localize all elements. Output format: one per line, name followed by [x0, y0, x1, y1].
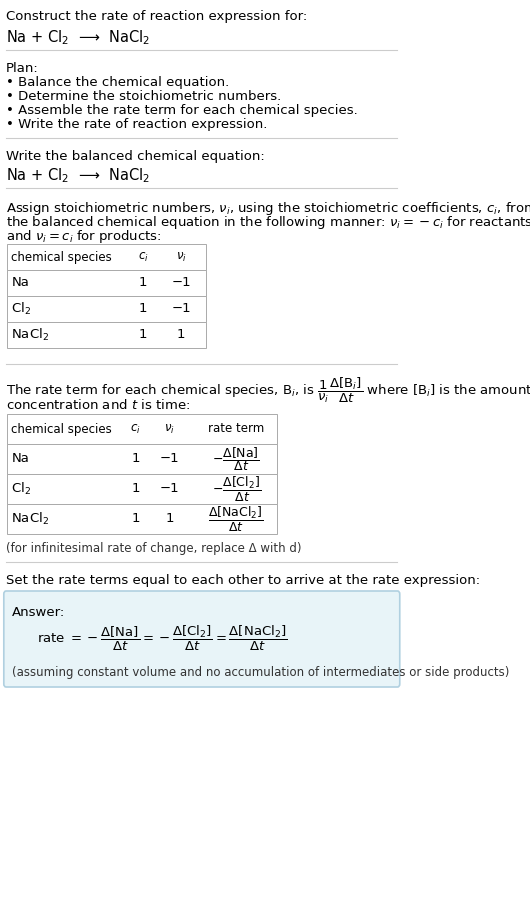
Bar — [7, 414, 277, 444]
Text: Na + Cl$_2$  ⟶  NaCl$_2$: Na + Cl$_2$ ⟶ NaCl$_2$ — [6, 166, 150, 185]
Text: Na + Cl$_2$  ⟶  NaCl$_2$: Na + Cl$_2$ ⟶ NaCl$_2$ — [6, 28, 150, 47]
Text: rate $= -\dfrac{\Delta[\mathrm{Na}]}{\Delta t} = -\dfrac{\Delta[\mathrm{Cl}_2]}{: rate $= -\dfrac{\Delta[\mathrm{Na}]}{\De… — [37, 623, 287, 652]
Text: Na: Na — [12, 276, 29, 290]
Text: rate term: rate term — [208, 422, 264, 436]
Text: Plan:: Plan: — [6, 62, 39, 75]
Bar — [7, 322, 206, 348]
Text: The rate term for each chemical species, B$_i$, is $\dfrac{1}{\nu_i}\dfrac{\Delt: The rate term for each chemical species,… — [6, 376, 530, 405]
Text: concentration and $t$ is time:: concentration and $t$ is time: — [6, 398, 190, 412]
Text: Cl$_2$: Cl$_2$ — [12, 481, 31, 497]
Text: $\nu_i$: $\nu_i$ — [164, 422, 175, 436]
FancyBboxPatch shape — [4, 591, 400, 687]
Text: NaCl$_2$: NaCl$_2$ — [12, 511, 49, 527]
Text: −1: −1 — [160, 483, 180, 496]
Text: chemical species: chemical species — [12, 250, 112, 264]
Text: NaCl$_2$: NaCl$_2$ — [12, 327, 49, 343]
Text: Answer:: Answer: — [12, 606, 65, 619]
Bar — [7, 270, 206, 296]
Text: $\nu_i$: $\nu_i$ — [176, 250, 187, 264]
Text: −1: −1 — [171, 276, 191, 290]
Text: Na: Na — [12, 452, 29, 466]
Bar — [7, 504, 277, 534]
Text: Write the balanced chemical equation:: Write the balanced chemical equation: — [6, 150, 265, 163]
Text: 1: 1 — [139, 329, 147, 342]
Text: chemical species: chemical species — [12, 422, 112, 436]
Text: (for infinitesimal rate of change, replace Δ with d): (for infinitesimal rate of change, repla… — [6, 542, 302, 555]
Text: $\dfrac{\Delta[\mathrm{NaCl}_2]}{\Delta t}$: $\dfrac{\Delta[\mathrm{NaCl}_2]}{\Delta … — [208, 505, 264, 534]
Bar — [7, 474, 277, 504]
Text: and $\nu_i = c_i$ for products:: and $\nu_i = c_i$ for products: — [6, 228, 162, 245]
Text: (assuming constant volume and no accumulation of intermediates or side products): (assuming constant volume and no accumul… — [12, 666, 509, 679]
Bar — [7, 296, 206, 322]
Text: the balanced chemical equation in the following manner: $\nu_i = -c_i$ for react: the balanced chemical equation in the fo… — [6, 214, 530, 231]
Text: • Assemble the rate term for each chemical species.: • Assemble the rate term for each chemic… — [6, 104, 358, 117]
Text: Assign stoichiometric numbers, $\nu_i$, using the stoichiometric coefficients, $: Assign stoichiometric numbers, $\nu_i$, … — [6, 200, 530, 217]
Bar — [7, 444, 277, 474]
Text: 1: 1 — [139, 303, 147, 315]
Text: 1: 1 — [177, 329, 186, 342]
Text: 1: 1 — [131, 452, 140, 466]
Text: 1: 1 — [139, 276, 147, 290]
Text: Cl$_2$: Cl$_2$ — [12, 301, 31, 317]
Text: 1: 1 — [131, 513, 140, 525]
Bar — [7, 244, 206, 270]
Text: • Write the rate of reaction expression.: • Write the rate of reaction expression. — [6, 118, 268, 131]
Text: Set the rate terms equal to each other to arrive at the rate expression:: Set the rate terms equal to each other t… — [6, 574, 480, 587]
Text: $-\dfrac{\Delta[\mathrm{Na}]}{\Delta t}$: $-\dfrac{\Delta[\mathrm{Na}]}{\Delta t}$ — [212, 445, 260, 473]
Text: 1: 1 — [165, 513, 174, 525]
Text: $c_i$: $c_i$ — [130, 422, 141, 436]
Text: • Determine the stoichiometric numbers.: • Determine the stoichiometric numbers. — [6, 90, 281, 103]
Text: 1: 1 — [131, 483, 140, 496]
Text: −1: −1 — [171, 303, 191, 315]
Text: −1: −1 — [160, 452, 180, 466]
Text: Construct the rate of reaction expression for:: Construct the rate of reaction expressio… — [6, 10, 307, 23]
Text: $-\dfrac{\Delta[\mathrm{Cl}_2]}{\Delta t}$: $-\dfrac{\Delta[\mathrm{Cl}_2]}{\Delta t… — [211, 475, 261, 504]
Text: $c_i$: $c_i$ — [138, 250, 148, 264]
Text: • Balance the chemical equation.: • Balance the chemical equation. — [6, 76, 229, 89]
